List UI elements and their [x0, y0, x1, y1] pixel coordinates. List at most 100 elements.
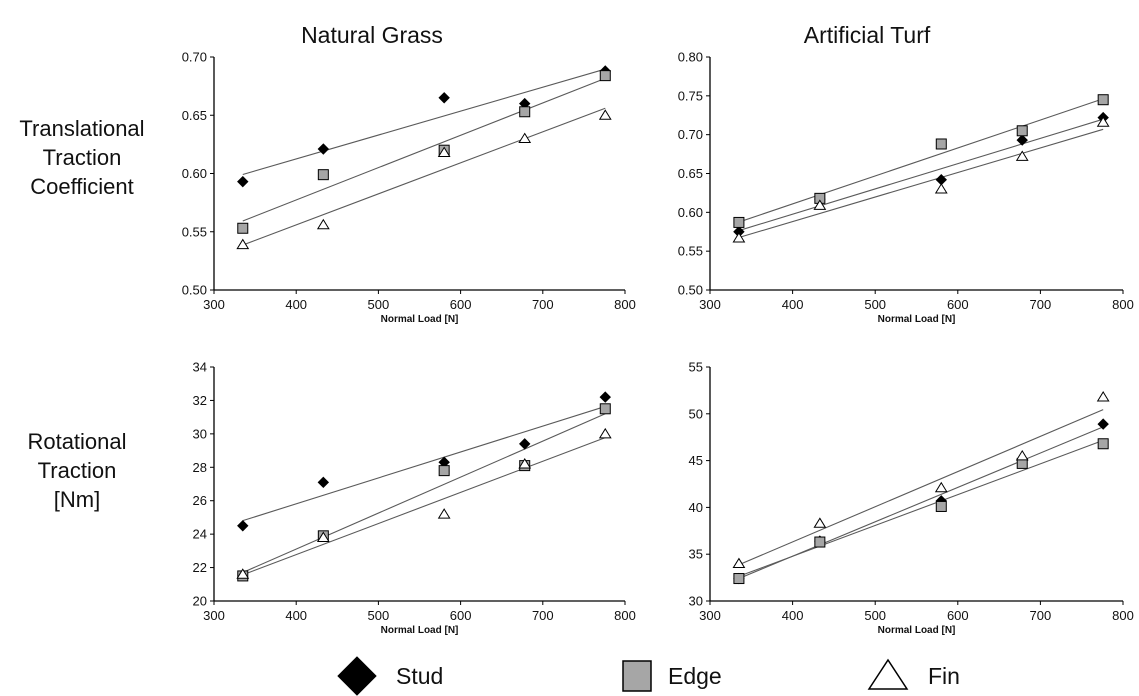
y-tick-label: 40: [689, 500, 703, 515]
chart-artificial-turf-rotational: 30 35 40 45 50 55 300 400 500 600 700 800 Normal Loa…: [689, 360, 1134, 637]
trendline-fin: [242, 107, 606, 246]
x-tick-label: 500: [368, 297, 390, 312]
point-stud: [599, 391, 611, 403]
trendline-stud: [738, 118, 1104, 232]
point-edge: [935, 138, 947, 150]
point-edge: [599, 70, 611, 82]
trendline-edge: [242, 413, 606, 573]
row-label-line: Traction: [43, 145, 122, 170]
y-tick-label: 0.75: [678, 88, 703, 103]
x-tick-label: 700: [1030, 297, 1052, 312]
point-edge: [1016, 125, 1028, 137]
x-tick-label: 700: [532, 608, 554, 623]
point-stud: [317, 143, 330, 155]
point-edge: [733, 216, 745, 228]
y-tick-label: 24: [193, 527, 207, 542]
y-tick-label: 0.70: [182, 50, 207, 65]
x-tick-label: 400: [285, 608, 307, 623]
point-edge: [438, 465, 450, 477]
legend-label-fin: Fin: [928, 663, 960, 689]
trendline-fin: [738, 128, 1104, 239]
point-edge: [1097, 94, 1109, 106]
point-fin: [518, 457, 532, 469]
x-tick-label: 300: [699, 297, 721, 312]
row-label-translational: Translational Traction Coefficient: [19, 116, 144, 199]
point-edge: [237, 222, 249, 234]
y-tick-label: 22: [193, 560, 207, 575]
y-tick-label: 0.55: [678, 244, 703, 259]
x-tick-label: 600: [947, 297, 969, 312]
point-edge: [519, 106, 531, 118]
x-tick-label: 500: [864, 297, 886, 312]
x-tick-label: 400: [782, 608, 804, 623]
y-tick-label: 0.80: [678, 50, 703, 65]
point-fin: [437, 146, 451, 158]
column-title-natural-grass: Natural Grass: [301, 22, 443, 48]
y-tick-label: 0.65: [678, 166, 703, 181]
x-tick-label: 800: [1112, 297, 1134, 312]
legend-label-edge: Edge: [668, 663, 722, 689]
point-fin: [236, 238, 250, 250]
x-tick-label: 400: [782, 297, 804, 312]
point-fin: [1015, 150, 1029, 161]
x-tick-label: 800: [614, 297, 636, 312]
point-edge: [814, 536, 826, 548]
y-tick-label: 0.55: [182, 224, 207, 239]
point-fin: [813, 517, 827, 528]
chart-natural-grass-rotational: 20 22 24 26 28 30 32 34 300 400 500 600 700 800 Normal…: [193, 360, 636, 637]
y-tick-label: 26: [193, 493, 207, 508]
y-tick-label: 55: [689, 360, 703, 375]
point-fin: [813, 199, 827, 210]
column-title-artificial-turf: Artificial Turf: [804, 22, 931, 48]
point-fin: [732, 232, 746, 243]
legend-marker-stud: [337, 656, 377, 696]
point-fin: [1015, 449, 1029, 461]
y-tick-label: 0.60: [678, 205, 703, 220]
y-tick-label: 30: [193, 426, 207, 441]
point-edge: [599, 403, 611, 415]
point-fin: [236, 568, 250, 579]
trendline-stud: [242, 68, 606, 176]
y-tick-label: 0.50: [182, 283, 207, 298]
row-label-line: Translational: [19, 116, 144, 141]
y-tick-label: 28: [193, 460, 207, 475]
x-tick-label: 300: [203, 608, 225, 623]
y-tick-label: 30: [689, 594, 703, 609]
point-fin: [1096, 390, 1110, 402]
x-tick-label: 500: [864, 608, 886, 623]
point-stud: [1016, 134, 1028, 146]
point-fin: [316, 218, 330, 230]
x-tick-label: 500: [368, 608, 390, 623]
point-edge: [935, 500, 947, 512]
trendline-edge: [242, 77, 606, 222]
point-stud: [317, 476, 330, 489]
trendline-edge: [738, 439, 1104, 577]
row-label-line: Traction: [38, 458, 117, 483]
y-tick-label: 0.70: [678, 127, 703, 142]
trendline-edge: [738, 98, 1104, 223]
x-tick-label: 800: [1112, 608, 1134, 623]
x-tick-label: 300: [699, 608, 721, 623]
y-tick-label: 50: [689, 406, 703, 421]
legend-label-stud: Stud: [396, 663, 443, 689]
legend-marker-fin: [867, 658, 909, 690]
point-fin: [598, 427, 612, 439]
point-fin: [934, 183, 948, 194]
trendline-stud: [242, 405, 606, 522]
x-tick-label: 400: [285, 297, 307, 312]
y-tick-label: 0.65: [182, 108, 207, 123]
x-tick-label: 700: [532, 297, 554, 312]
row-label-line: Rotational: [27, 429, 126, 454]
trendline-fin: [242, 437, 606, 576]
y-tick-label: 0.50: [678, 283, 703, 298]
point-edge: [1097, 438, 1109, 450]
y-tick-label: 34: [193, 360, 207, 375]
x-tick-label: 300: [203, 297, 225, 312]
point-fin: [316, 531, 330, 542]
point-fin: [518, 132, 532, 144]
x-axis-label: Normal Load [N]: [381, 314, 459, 325]
x-axis-label: Normal Load [N]: [878, 314, 956, 325]
point-stud: [519, 438, 531, 450]
row-label-rotational: Rotational Traction [Nm]: [27, 429, 126, 512]
